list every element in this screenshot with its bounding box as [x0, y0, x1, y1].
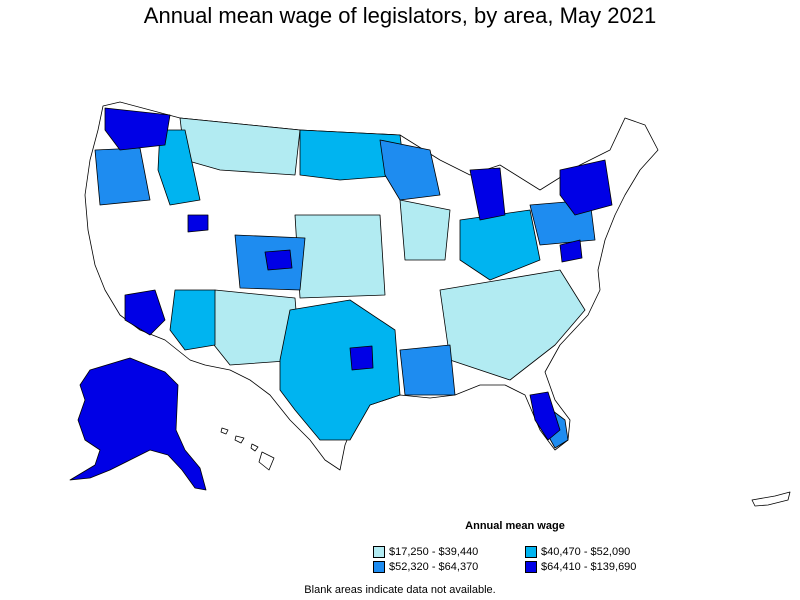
region-blue-louisiana — [399, 344, 456, 396]
region-dark-denver — [264, 249, 293, 271]
region-dark-dallas — [349, 345, 374, 371]
hawaii-island-2 — [234, 435, 245, 444]
legend-label-4: $64,410 - $139,690 — [541, 561, 637, 573]
region-dark-california-south — [124, 289, 166, 336]
region-light-plains — [294, 214, 386, 299]
region-dark-washington — [104, 107, 171, 151]
legend-swatch-2 — [525, 546, 537, 558]
region-dark-salt-lake — [187, 214, 209, 233]
region-dark-maryland — [559, 239, 583, 263]
region-dark-new-york — [559, 159, 613, 216]
region-light-southeast — [439, 269, 586, 381]
legend-item-2: $40,470 - $52,090 — [525, 546, 630, 558]
hawaii-island-3 — [250, 443, 259, 452]
legend-label-2: $40,470 - $52,090 — [541, 546, 631, 558]
alaska — [69, 357, 207, 491]
legend-swatch-1 — [373, 546, 385, 558]
legend-swatch-4 — [525, 561, 537, 573]
legend-swatch-3 — [373, 561, 385, 573]
legend-label-3: $52,320 - $64,370 — [389, 561, 479, 573]
region-cyan-arizona — [169, 289, 216, 351]
region-dark-florida — [529, 391, 561, 441]
hawaii-island-4 — [258, 451, 275, 471]
blank-areas-note: Blank areas indicate data not available. — [304, 584, 496, 596]
region-cyan-dakotas — [299, 129, 406, 181]
legend-item-4: $64,410 - $139,690 — [525, 561, 636, 573]
region-cyan-idaho — [157, 129, 201, 206]
legend-label-1: $17,250 - $39,440 — [389, 546, 479, 558]
region-blue-oregon-coast — [94, 147, 151, 206]
region-cyan-texas — [279, 299, 401, 441]
region-dark-michigan — [469, 167, 506, 221]
puerto-rico — [751, 491, 791, 507]
region-blue-minnesota — [379, 139, 441, 201]
map-title: Annual mean wage of legislators, by area… — [143, 3, 657, 28]
legend-title: Annual mean wage — [465, 520, 565, 532]
legend-item-1: $17,250 - $39,440 — [373, 546, 478, 558]
region-cyan-ohio — [459, 209, 541, 281]
legend-item-3: $52,320 - $64,370 — [373, 561, 478, 573]
hawaii-island-1 — [220, 427, 229, 435]
region-light-midwest — [399, 199, 451, 261]
